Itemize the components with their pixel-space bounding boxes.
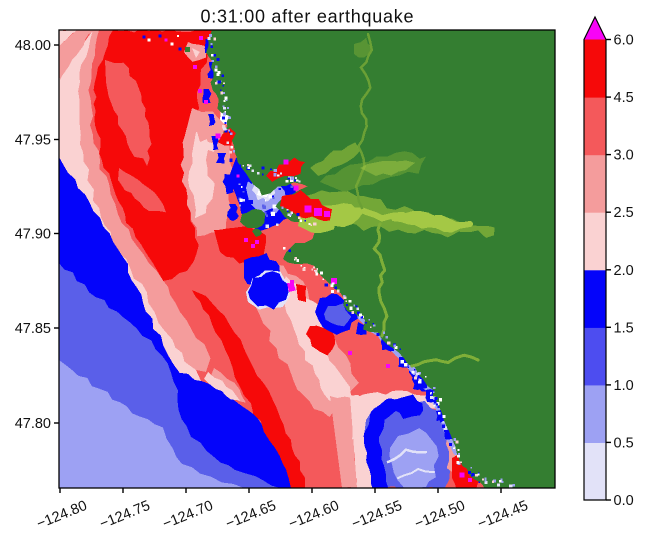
svg-text:2.5: 2.5	[614, 205, 634, 221]
svg-text:2.0: 2.0	[614, 263, 634, 279]
svg-text:6.0: 6.0	[614, 33, 634, 49]
svg-text:47.80: 47.80	[15, 416, 51, 432]
svg-text:0.5: 0.5	[614, 435, 634, 451]
svg-text:1.0: 1.0	[614, 378, 634, 394]
svg-text:47.85: 47.85	[15, 321, 51, 337]
svg-text:3.0: 3.0	[614, 148, 634, 164]
svg-text:4.5: 4.5	[614, 90, 634, 106]
svg-text:0:31:00 after earthquake: 0:31:00 after earthquake	[201, 7, 414, 27]
svg-text:1.5: 1.5	[614, 320, 634, 336]
svg-text:47.90: 47.90	[15, 227, 51, 243]
svg-text:47.95: 47.95	[15, 133, 51, 149]
svg-text:0.0: 0.0	[614, 493, 634, 509]
svg-text:48.00: 48.00	[15, 38, 51, 54]
